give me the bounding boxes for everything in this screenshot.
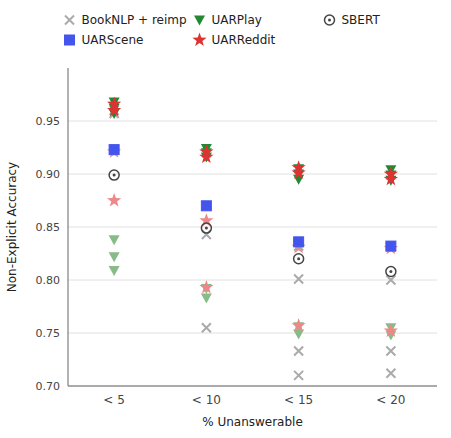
series xyxy=(107,97,398,186)
legend-label: UARReddit xyxy=(212,33,276,47)
point xyxy=(109,235,120,245)
y-tick-label: 0.95 xyxy=(36,115,61,128)
point xyxy=(107,144,121,158)
x-axis-line xyxy=(68,386,437,387)
point xyxy=(202,323,211,332)
point xyxy=(199,150,213,164)
y-tick-label: 0.85 xyxy=(36,221,61,234)
point xyxy=(201,223,211,233)
series xyxy=(110,106,396,380)
y-axis-label: Non-Explicit Accuracy xyxy=(5,162,19,292)
series xyxy=(109,170,396,276)
legend-marker xyxy=(65,35,75,45)
x-tick-label: < 20 xyxy=(376,393,405,407)
point xyxy=(294,237,304,247)
point xyxy=(386,369,395,378)
point xyxy=(109,145,119,155)
point xyxy=(294,274,303,283)
point xyxy=(199,213,213,227)
point xyxy=(384,323,398,337)
point xyxy=(384,241,398,255)
legend-marker xyxy=(194,16,205,26)
legend-marker xyxy=(192,33,206,47)
point xyxy=(107,193,121,207)
x-tick-label: < 10 xyxy=(192,393,221,407)
grid-line xyxy=(68,386,437,387)
point xyxy=(294,254,304,264)
y-tick-label: 0.70 xyxy=(36,380,61,393)
legend-label: UARPlay xyxy=(212,13,262,27)
point xyxy=(109,252,120,262)
series xyxy=(107,144,398,337)
x-tick-label: < 15 xyxy=(284,393,313,407)
grid-line xyxy=(68,174,437,175)
point xyxy=(293,175,304,185)
legend-label: SBERT xyxy=(342,13,381,27)
point xyxy=(201,294,212,304)
legend: BookNLP + reimp UARPlay SBERT UARScene UARRe… xyxy=(65,13,381,47)
y-axis-line xyxy=(68,68,69,386)
x-tick-label: < 5 xyxy=(103,393,125,407)
series xyxy=(109,97,397,185)
y-tick-label: 0.75 xyxy=(36,327,61,340)
grid-line xyxy=(68,333,437,334)
x-axis-label: % Unanswerable xyxy=(202,415,303,429)
point xyxy=(291,165,305,179)
point xyxy=(294,371,303,380)
point xyxy=(386,267,396,277)
y-tick-label: 0.80 xyxy=(36,274,61,287)
point xyxy=(386,241,396,251)
point xyxy=(109,170,119,180)
point xyxy=(291,318,305,332)
point xyxy=(109,266,120,276)
point xyxy=(199,280,213,294)
legend-label: BookNLP + reimp xyxy=(82,13,187,27)
point xyxy=(386,347,395,356)
legend-marker xyxy=(65,16,74,25)
legend-label: UARScene xyxy=(82,33,144,47)
series xyxy=(109,145,396,251)
grid-line xyxy=(68,121,437,122)
point xyxy=(384,172,398,186)
point xyxy=(201,201,211,211)
grid-line xyxy=(68,227,437,228)
point xyxy=(107,103,121,117)
points xyxy=(107,97,398,380)
point xyxy=(294,347,303,356)
grid xyxy=(68,121,437,386)
chart: 0.70 0.75 0.80 0.85 0.90 0.95 < 5 < 10 < 15 < 20%… xyxy=(0,0,451,438)
grid-line xyxy=(68,280,437,281)
series xyxy=(109,235,397,340)
legend-marker xyxy=(325,15,335,25)
y-tick-label: 0.90 xyxy=(36,168,61,181)
